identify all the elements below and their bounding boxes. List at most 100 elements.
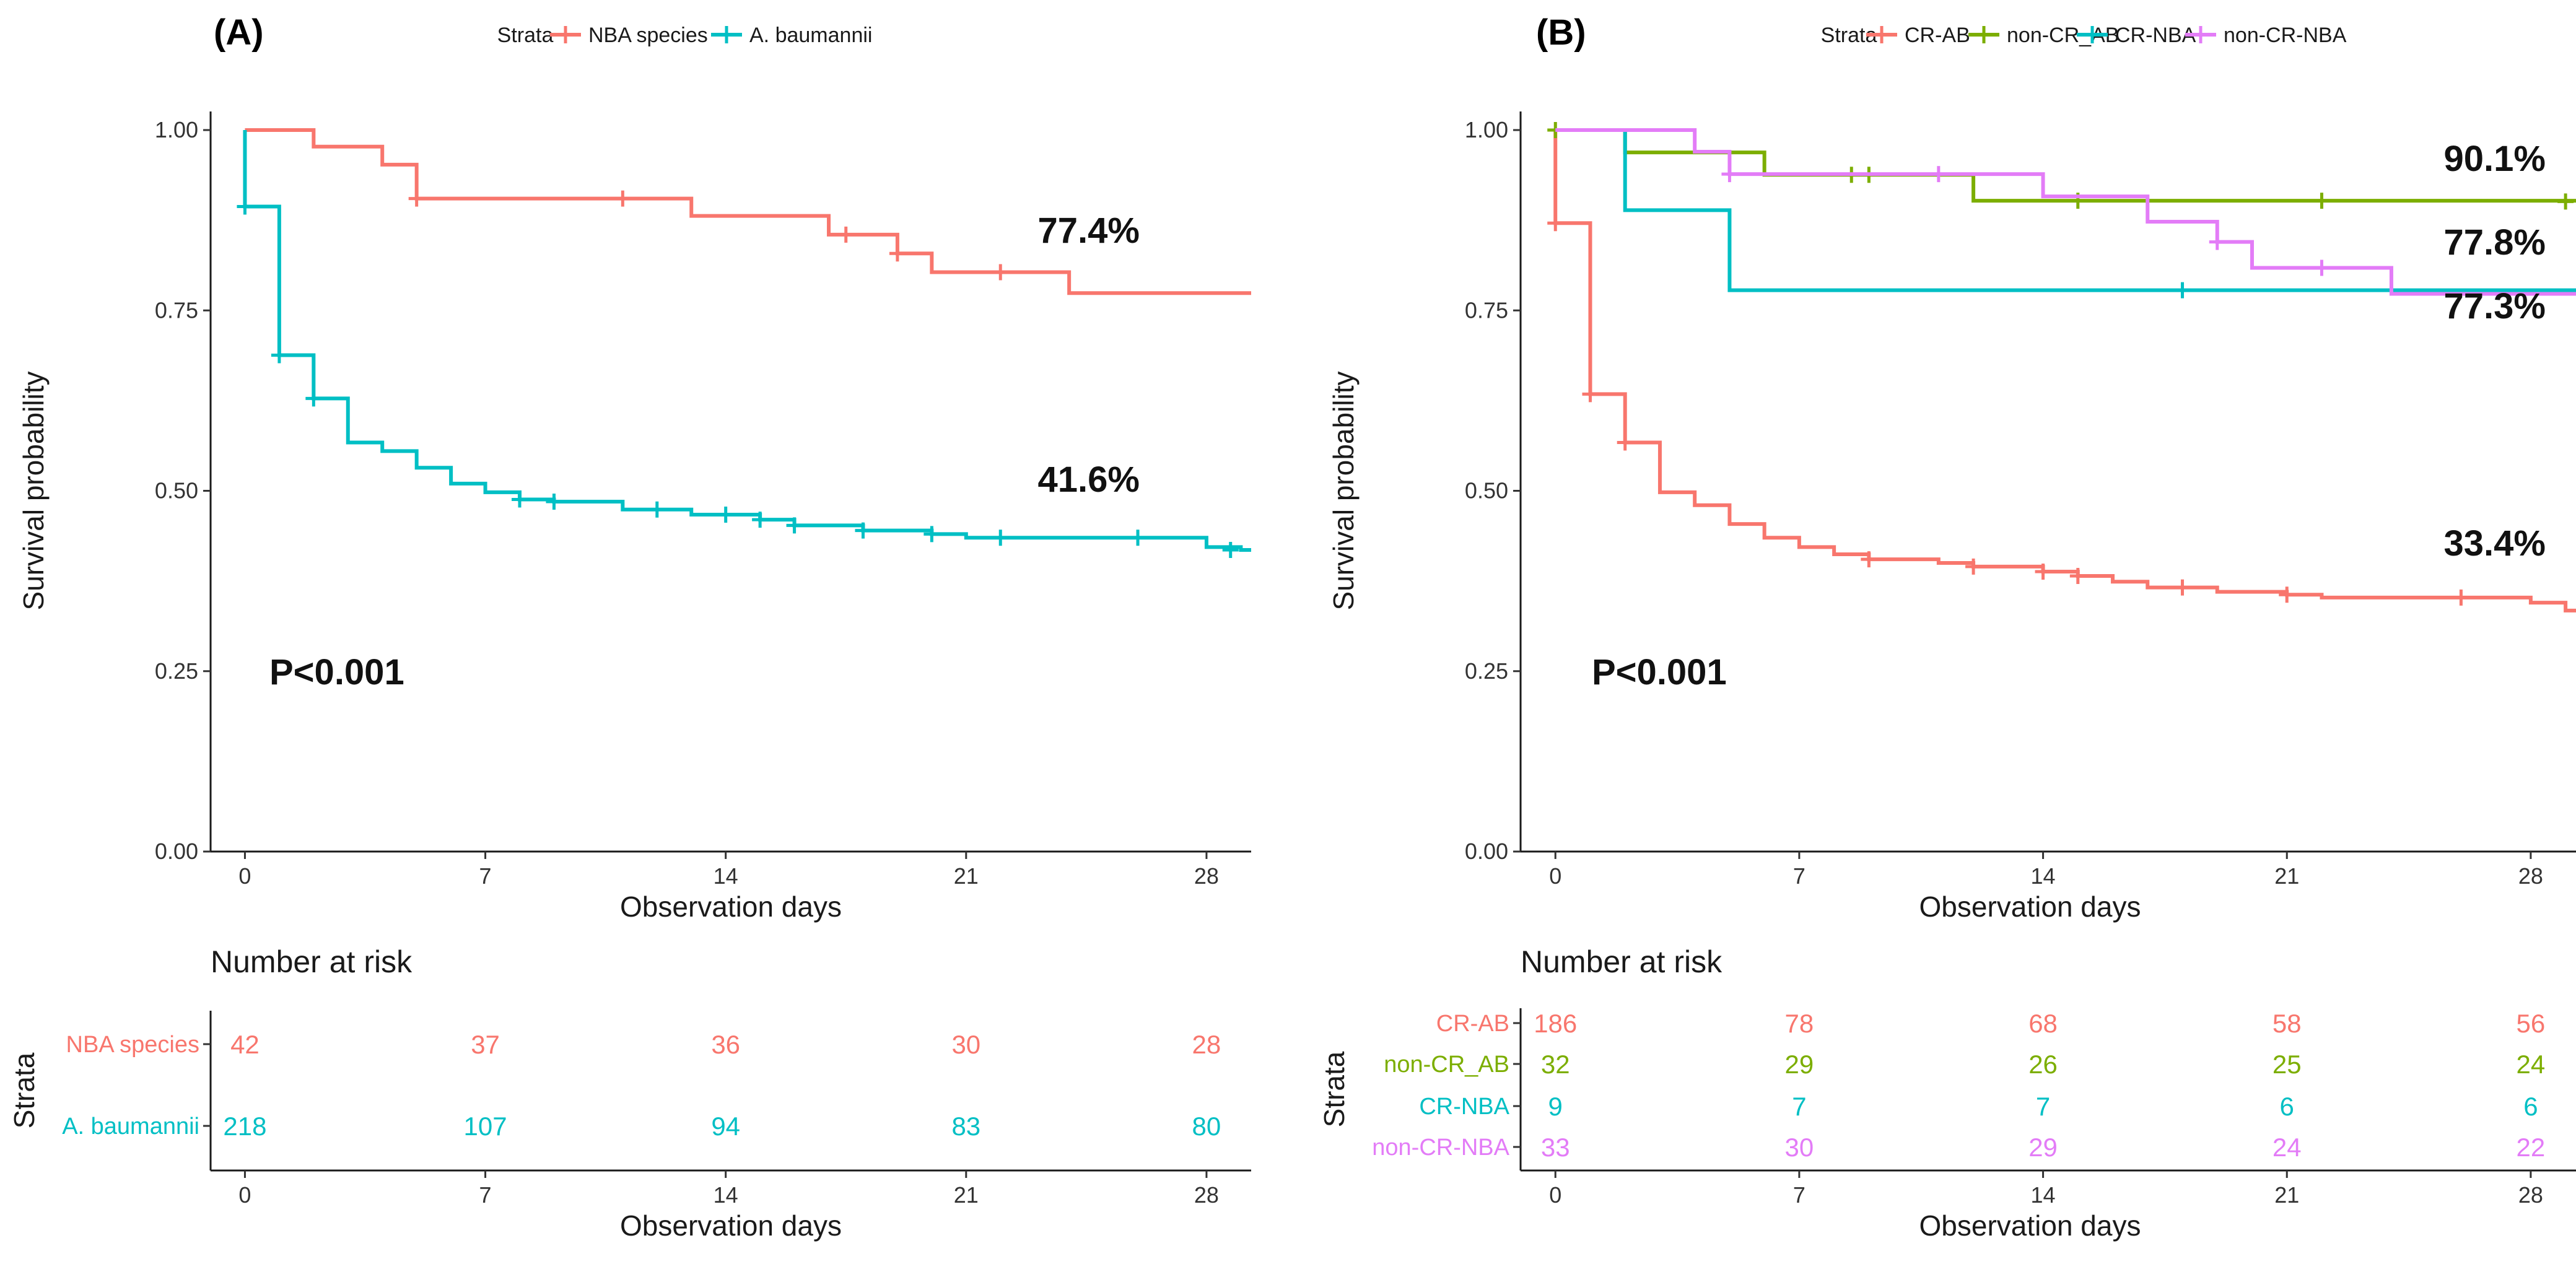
risk-count: 9 [1548, 1092, 1563, 1121]
risk-count: 26 [2028, 1050, 2058, 1079]
legend-label: A. baumannii [749, 24, 872, 47]
legend-label: NBA species [588, 24, 708, 47]
x-tick-label: 21 [954, 863, 979, 889]
y-tick-label: 0.50 [1465, 478, 1508, 503]
risk-count: 30 [1785, 1133, 1814, 1162]
legend-label: non-CR-NBA [2224, 24, 2347, 47]
censor-mark [2035, 563, 2051, 580]
legend-item-a-baumannii: A. baumannii [711, 24, 872, 47]
censor-mark [1222, 542, 1239, 559]
censor-mark [1930, 166, 1947, 183]
x-tick-label: 14 [2031, 863, 2056, 889]
x-tick-label: 21 [2274, 863, 2299, 889]
risk-strata-label: NBA species [66, 1032, 199, 1058]
y-tick-label: 1.00 [155, 117, 198, 142]
censor-mark [408, 190, 425, 207]
risk-count: 218 [223, 1112, 266, 1141]
risk-count: 56 [2517, 1009, 2546, 1038]
censor-mark [992, 530, 1009, 546]
risk-table-title: Number at risk [211, 944, 413, 979]
risk-count: 83 [951, 1112, 980, 1141]
risk-row-cr-nba: CR-NBA 9 7 7 6 6 [1419, 1092, 2538, 1121]
censor-mark [2279, 586, 2295, 603]
panel-label: (B) [1536, 12, 1586, 53]
censor-mark [1965, 558, 1982, 575]
series-cr-nba: 77.8% [1555, 128, 2576, 299]
y-axis-title: Survival probability [17, 371, 50, 610]
risk-strata-label: CR-NBA [1419, 1094, 1509, 1120]
censor-mark [1582, 386, 1599, 403]
censor-mark [271, 347, 287, 364]
censor-mark [889, 245, 906, 262]
risk-row-a-baumannii: A. baumannii 218 107 94 83 80 [62, 1112, 1221, 1141]
legend: Strata NBA species A. baumannii [497, 24, 873, 47]
censor-mark [2174, 282, 2191, 299]
risk-count: 68 [2028, 1009, 2058, 1038]
risk-x-tick-label: 21 [2274, 1182, 2299, 1208]
survival-annotation: 77.4% [1038, 211, 1140, 251]
risk-count: 78 [1785, 1009, 1814, 1038]
x-tick-label: 0 [1549, 863, 1561, 889]
x-tick-label: 0 [238, 863, 251, 889]
x-tick-label: 7 [479, 863, 492, 889]
risk-count: 30 [951, 1030, 980, 1059]
risk-count: 28 [1192, 1030, 1221, 1059]
risk-x-axis-title: Observation days [620, 1210, 842, 1242]
risk-table: Number at risk 0 7 14 21 28 Observation days St… [8, 944, 1251, 1242]
x-tick-label: 28 [1194, 863, 1219, 889]
legend-item-nba-species: NBA species [550, 24, 708, 47]
km-panel-a: (A) Strata NBA species A. baumannii 0.00 0.25… [8, 12, 1251, 1242]
risk-count: 7 [2036, 1092, 2050, 1121]
risk-y-axis-title: Strata [1318, 1051, 1350, 1127]
series-cr-ab: 33.4% [1547, 130, 2576, 612]
risk-table: Number at risk 0 7 14 21 28 Observation days St… [1318, 944, 2576, 1242]
risk-count: 24 [2273, 1133, 2302, 1162]
risk-count: 7 [1792, 1092, 1806, 1121]
risk-x-tick-label: 7 [479, 1182, 492, 1208]
x-tick-label: 28 [2518, 863, 2543, 889]
p-value: P<0.001 [1592, 652, 1727, 692]
risk-row-cr-ab: CR-AB 186 78 68 58 56 [1436, 1009, 2545, 1038]
survival-annotation: 77.3% [2444, 286, 2546, 326]
risk-count: 6 [2280, 1092, 2294, 1121]
risk-count: 6 [2523, 1092, 2538, 1121]
survival-annotation: 33.4% [2444, 523, 2546, 564]
censor-mark [752, 512, 769, 528]
censor-mark [2453, 589, 2469, 606]
risk-y-axis-title: Strata [8, 1052, 40, 1128]
x-tick-label: 7 [1793, 863, 1805, 889]
risk-strata-label: CR-AB [1436, 1011, 1509, 1037]
risk-count: 58 [2273, 1009, 2302, 1038]
panel-label: (A) [214, 12, 264, 53]
legend-title: Strata [497, 24, 554, 47]
risk-x-tick-label: 28 [2518, 1182, 2543, 1208]
survival-annotation: 41.6% [1038, 460, 1140, 500]
risk-count: 22 [2517, 1133, 2546, 1162]
risk-count: 42 [230, 1030, 260, 1059]
risk-x-tick-label: 28 [1194, 1182, 1219, 1208]
censor-mark [1547, 215, 1564, 232]
censor-mark [546, 493, 562, 510]
censor-mark [2209, 233, 2225, 250]
risk-count: 33 [1541, 1133, 1570, 1162]
risk-x-tick-label: 14 [714, 1182, 738, 1208]
censor-mark [1721, 166, 1738, 183]
y-tick-label: 0.75 [155, 297, 198, 323]
censor-mark [717, 506, 734, 523]
survival-curve [245, 128, 1251, 295]
y-tick-label: 0.00 [155, 839, 198, 864]
risk-count: 29 [1785, 1050, 1814, 1079]
risk-x-tick-label: 21 [954, 1182, 979, 1208]
censor-mark [305, 390, 322, 407]
censor-mark [923, 526, 940, 543]
censor-mark [2069, 567, 2086, 584]
survival-annotation: 77.8% [2444, 222, 2546, 263]
series-nba-species: 77.4% [245, 128, 1251, 295]
x-axis-title: Observation days [620, 891, 842, 923]
risk-count: 32 [1541, 1050, 1570, 1079]
series-a-baumannii: 41.6% [237, 130, 1251, 559]
censor-mark [2313, 259, 2330, 276]
risk-x-axis-title: Observation days [1919, 1210, 2141, 1242]
